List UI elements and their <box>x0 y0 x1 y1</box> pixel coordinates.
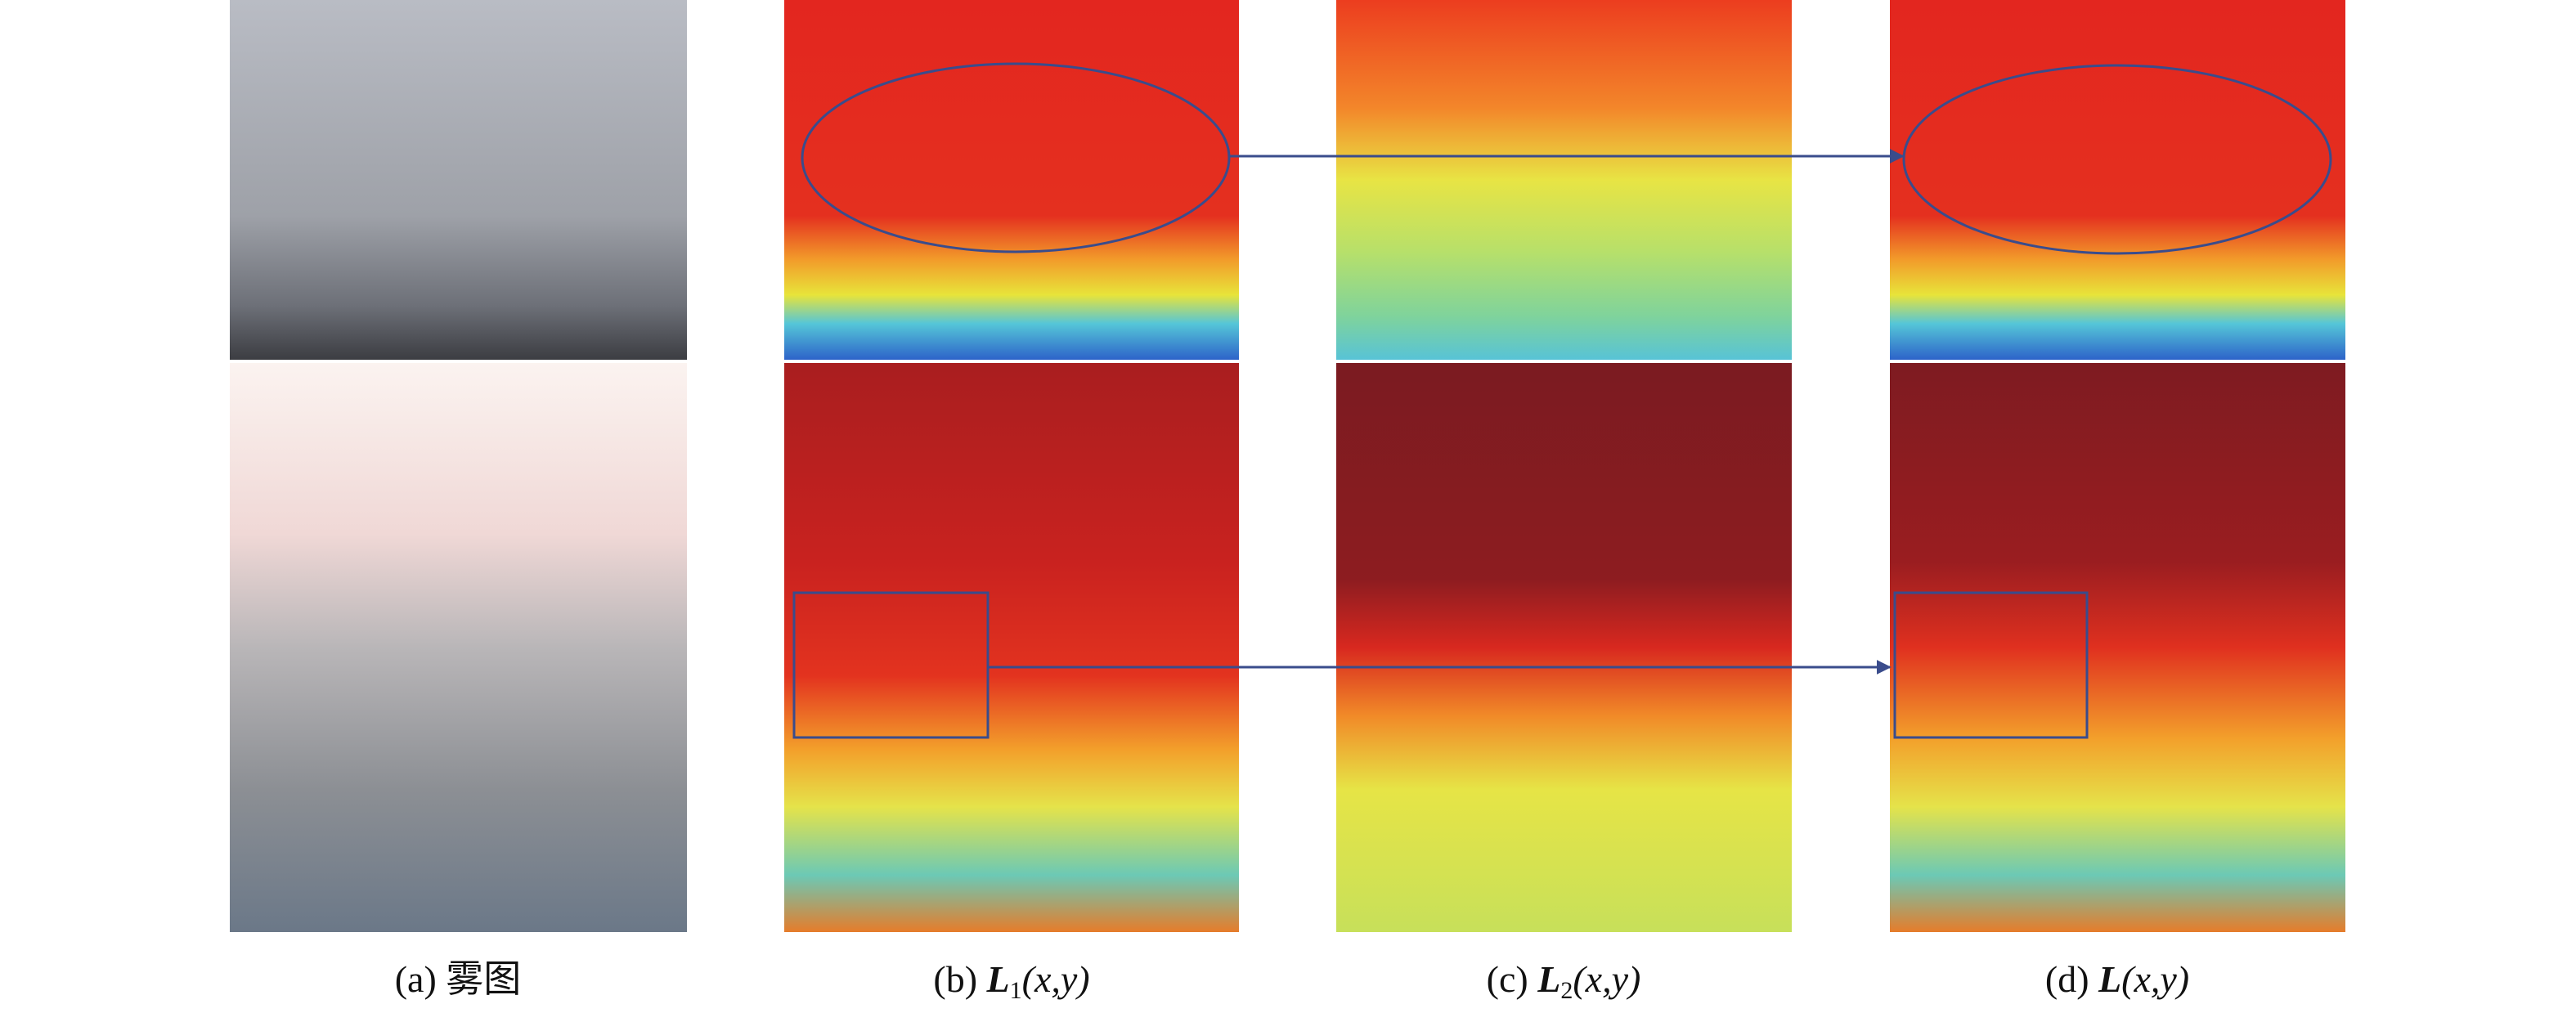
caption-subscript: 1 <box>1010 977 1022 1004</box>
caption-symbol: L <box>1537 958 1560 1000</box>
panel-images <box>230 0 2345 932</box>
highlight-ellipse <box>801 62 1231 253</box>
caption-symbol: L <box>986 958 1010 1000</box>
caption-args: (x,y) <box>1022 958 1090 1000</box>
caption-text: 雾图 <box>446 958 521 1000</box>
hazy-image-bottom <box>230 363 687 932</box>
highlight-box <box>792 591 990 739</box>
annotations <box>792 62 2332 739</box>
captions: (a) 雾图 (b) L1(x,y) (c) L2(x,y) (d) L(x,y) <box>395 958 2189 1004</box>
caption-label: (b) <box>933 958 977 1000</box>
caption-args: (x,y) <box>1573 958 1640 1000</box>
caption-label: (c) <box>1487 958 1528 1000</box>
hazy-image-top <box>230 0 687 360</box>
caption-label: (a) <box>395 958 437 1000</box>
l-map-top <box>1890 0 2345 360</box>
caption-subscript: 2 <box>1560 977 1573 1004</box>
caption-label: (d) <box>2045 958 2089 1000</box>
caption: (a) 雾图 <box>395 958 522 1000</box>
l2-map-top <box>1336 0 1792 360</box>
l2-map-bottom <box>1336 363 1792 932</box>
l1-map-top <box>784 0 1239 360</box>
l-map-bottom <box>1890 363 2345 932</box>
caption: (d) L(x,y) <box>2045 958 2189 1000</box>
l1-map-bottom <box>784 363 1239 932</box>
highlight-box <box>1893 591 2089 739</box>
caption-symbol: L <box>2098 958 2121 1000</box>
caption-args: (x,y) <box>2121 958 2189 1000</box>
caption: (b) L1(x,y) <box>933 958 1089 1004</box>
caption: (c) L2(x,y) <box>1487 958 1641 1004</box>
